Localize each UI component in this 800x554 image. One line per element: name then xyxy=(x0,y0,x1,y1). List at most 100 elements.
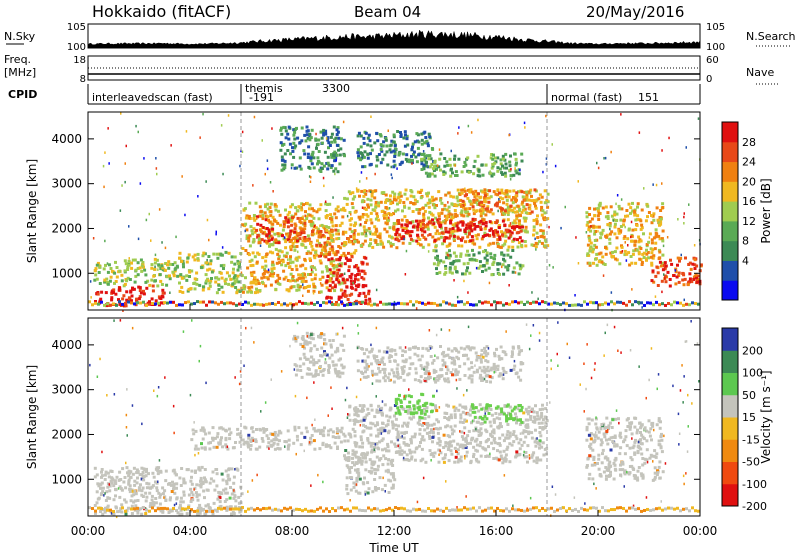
range-cell xyxy=(337,136,341,140)
range-cell xyxy=(597,225,601,229)
range-cell xyxy=(490,174,494,178)
range-cell xyxy=(495,219,499,223)
range-cell xyxy=(323,352,327,355)
range-cell xyxy=(130,504,134,508)
range-cell xyxy=(475,459,479,463)
range-cell xyxy=(118,495,122,499)
near-range-cell xyxy=(415,300,418,304)
range-cell xyxy=(326,161,330,165)
range-cell xyxy=(403,205,407,209)
range-cell xyxy=(505,192,509,196)
range-cell xyxy=(217,283,221,287)
speckle-cell xyxy=(103,185,105,189)
range-cell xyxy=(289,272,293,276)
speckle-cell xyxy=(264,172,266,176)
range-cell xyxy=(236,259,240,263)
range-cell xyxy=(328,202,332,206)
range-cell xyxy=(113,271,117,275)
range-cell xyxy=(487,445,490,449)
range-cell xyxy=(182,265,185,269)
speckle-cell xyxy=(256,217,258,220)
near-range-cell xyxy=(274,302,277,306)
range-cell xyxy=(362,456,365,460)
near-range-cell xyxy=(355,302,358,306)
range-cell xyxy=(473,439,477,443)
speckle-cell xyxy=(463,279,465,283)
range-cell xyxy=(640,208,644,212)
speckle-cell xyxy=(661,149,663,152)
range-cell xyxy=(240,286,244,290)
range-cell xyxy=(340,221,344,225)
range-cell xyxy=(210,277,213,280)
range-cell xyxy=(212,252,216,256)
range-cell xyxy=(508,168,512,172)
range-cell xyxy=(280,155,284,159)
range-cell xyxy=(518,236,522,240)
range-cell xyxy=(382,376,386,380)
range-cell xyxy=(399,131,402,134)
range-cell xyxy=(322,164,326,168)
range-cell xyxy=(329,261,333,265)
speckle-cell xyxy=(470,131,473,134)
range-cell xyxy=(457,244,461,248)
range-cell xyxy=(538,408,542,412)
range-cell xyxy=(385,150,389,154)
near-range-cell xyxy=(286,303,289,307)
range-cell xyxy=(658,260,662,264)
range-cell xyxy=(382,191,386,195)
range-cell xyxy=(278,282,282,286)
range-cell xyxy=(298,285,302,289)
range-cell xyxy=(338,224,342,228)
near-range-cell xyxy=(625,303,628,307)
range-cell xyxy=(322,245,326,249)
speckle-cell xyxy=(259,244,262,247)
range-cell xyxy=(452,259,456,263)
range-cell xyxy=(323,150,327,154)
range-cell xyxy=(641,252,645,256)
range-cell xyxy=(363,415,367,419)
range-cell xyxy=(95,277,99,281)
range-cell xyxy=(634,261,638,265)
range-cell xyxy=(307,367,311,371)
range-cell xyxy=(447,236,451,240)
range-cell xyxy=(330,216,334,220)
range-cell xyxy=(483,196,486,200)
range-cell xyxy=(250,285,254,289)
range-cell xyxy=(350,255,354,259)
range-cell xyxy=(443,411,447,415)
speckle-cell xyxy=(551,143,553,146)
range-cell xyxy=(540,205,544,209)
range-cell xyxy=(445,403,449,407)
range-cell xyxy=(502,231,505,235)
speckle-cell xyxy=(137,130,139,134)
range-cell xyxy=(431,435,435,439)
range-cell xyxy=(504,162,508,166)
range-cell xyxy=(459,204,463,208)
speckle-cell xyxy=(122,309,124,312)
range-cell xyxy=(288,235,292,239)
range-cell xyxy=(434,249,438,253)
range-cell xyxy=(444,453,447,457)
range-cell xyxy=(368,297,372,301)
near-range-cell xyxy=(382,302,385,306)
near-range-cell xyxy=(631,303,634,307)
range-cell xyxy=(413,198,417,202)
range-cell xyxy=(95,473,99,477)
range-cell xyxy=(511,433,515,436)
range-cell xyxy=(435,204,438,207)
range-cell xyxy=(502,449,506,453)
near-range-cell xyxy=(466,301,469,305)
range-cell xyxy=(460,430,464,434)
speckle-cell xyxy=(577,262,580,265)
range-cell xyxy=(504,234,508,238)
near-range-cell xyxy=(541,300,544,304)
range-cell xyxy=(136,273,140,277)
range-cell xyxy=(328,279,332,283)
range-cell xyxy=(506,423,510,426)
range-cell xyxy=(374,240,378,244)
range-cell xyxy=(341,281,345,285)
range-cell xyxy=(324,252,328,256)
range-cell xyxy=(530,194,533,198)
range-cell xyxy=(659,222,663,226)
range-cell xyxy=(463,189,467,193)
